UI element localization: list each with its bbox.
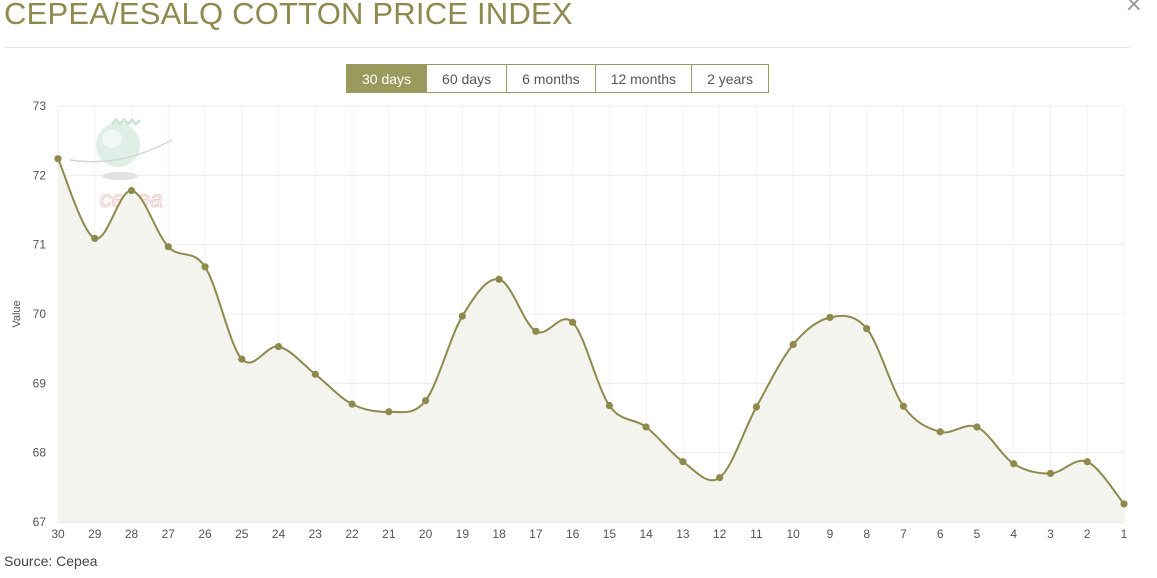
data-point-15[interactable] <box>605 401 613 410</box>
title-divider <box>4 47 1130 48</box>
series-area <box>58 158 1124 522</box>
data-point-11[interactable] <box>752 403 761 411</box>
data-point-5[interactable] <box>973 423 981 431</box>
x-tick-label: 7 <box>900 527 907 541</box>
data-point-9[interactable] <box>826 313 834 322</box>
x-tick-label: 29 <box>88 527 102 541</box>
x-tick-label: 9 <box>827 527 834 541</box>
chart-title: CEPEA/ESALQ COTTON PRICE INDEX <box>4 0 573 31</box>
x-tick-label: 8 <box>863 527 870 541</box>
x-tick-label: 11 <box>750 527 763 541</box>
x-tick-label: 21 <box>382 527 396 541</box>
data-point-22[interactable] <box>348 400 356 408</box>
data-point-1[interactable] <box>1120 500 1128 508</box>
data-point-10[interactable] <box>789 340 797 349</box>
data-point-4[interactable] <box>1010 460 1018 468</box>
x-tick-label: 14 <box>639 527 653 541</box>
x-tick-label: 28 <box>125 527 139 541</box>
y-tick-label: 69 <box>33 376 47 390</box>
x-tick-label: 22 <box>345 527 359 541</box>
x-tick-label: 12 <box>713 527 727 541</box>
data-point-2[interactable] <box>1083 458 1091 466</box>
y-tick-label: 72 <box>33 168 47 182</box>
x-tick-label: 23 <box>309 527 323 541</box>
data-point-30[interactable] <box>54 155 62 163</box>
data-point-28[interactable] <box>127 186 136 195</box>
x-tick-label: 27 <box>162 527 176 541</box>
data-point-13[interactable] <box>679 458 687 466</box>
tab-2-years[interactable]: 2 years <box>692 64 769 93</box>
range-tabs: 30 days 60 days 6 months 12 months 2 yea… <box>346 64 769 93</box>
data-point-16[interactable] <box>569 318 577 326</box>
x-tick-label: 2 <box>1084 527 1091 541</box>
x-tick-label: 20 <box>419 527 433 541</box>
data-points <box>54 155 1128 508</box>
x-tick-label: 13 <box>676 527 690 541</box>
tab-12-months[interactable]: 12 months <box>595 64 693 93</box>
x-tick-label: 1 <box>1121 527 1128 541</box>
data-point-25[interactable] <box>238 355 246 363</box>
close-icon[interactable]: × <box>1124 0 1143 17</box>
y-tick-label: 73 <box>33 99 47 113</box>
x-tick-label: 18 <box>492 527 506 541</box>
y-tick-label: 68 <box>33 446 47 460</box>
data-point-27[interactable] <box>164 243 172 251</box>
y-axis-ticks: 67 68 69 70 71 72 73 <box>33 99 47 529</box>
y-tick-label: 70 <box>33 307 47 321</box>
x-tick-label: 30 <box>51 527 65 541</box>
x-tick-label: 19 <box>456 527 470 541</box>
data-point-6[interactable] <box>936 428 944 436</box>
x-tick-label: 16 <box>566 527 580 541</box>
x-tick-label: 26 <box>198 527 212 541</box>
x-tick-label: 24 <box>272 527 286 541</box>
tab-60-days[interactable]: 60 days <box>427 64 508 93</box>
x-tick-label: 25 <box>235 527 249 541</box>
y-axis-label: Value <box>11 300 23 327</box>
x-tick-label: 4 <box>1010 527 1017 541</box>
data-point-8[interactable] <box>863 324 871 333</box>
data-point-14[interactable] <box>642 423 650 431</box>
data-point-18[interactable] <box>495 275 503 283</box>
data-point-24[interactable] <box>274 342 283 351</box>
data-point-17[interactable] <box>532 327 540 335</box>
x-axis-ticks: 30 29 28 27 26 25 24 23 22 21 20 19 18 17 16 15 14 13 12 11… <box>51 527 1127 541</box>
x-tick-label: 3 <box>1047 527 1054 541</box>
x-tick-label: 15 <box>603 527 617 541</box>
tab-30-days[interactable]: 30 days <box>346 64 428 93</box>
data-point-12[interactable] <box>716 474 724 482</box>
data-point-7[interactable] <box>899 402 908 410</box>
data-point-26[interactable] <box>201 263 209 271</box>
tab-6-months[interactable]: 6 months <box>507 64 596 93</box>
data-point-29[interactable] <box>91 234 99 243</box>
y-tick-label: 71 <box>33 238 47 252</box>
data-point-20[interactable] <box>421 397 430 405</box>
data-point-21[interactable] <box>385 408 393 416</box>
x-tick-label: 10 <box>786 527 800 541</box>
data-point-19[interactable] <box>458 312 466 320</box>
y-tick-label: 67 <box>33 515 47 529</box>
x-tick-label: 6 <box>937 527 944 541</box>
data-point-3[interactable] <box>1046 469 1055 478</box>
x-tick-label: 17 <box>529 527 543 541</box>
source-note: Source: Cepea <box>4 553 98 569</box>
data-point-23[interactable] <box>311 370 319 378</box>
x-tick-label: 5 <box>974 527 981 541</box>
cepea-watermark-logo: cepea <box>69 117 173 213</box>
